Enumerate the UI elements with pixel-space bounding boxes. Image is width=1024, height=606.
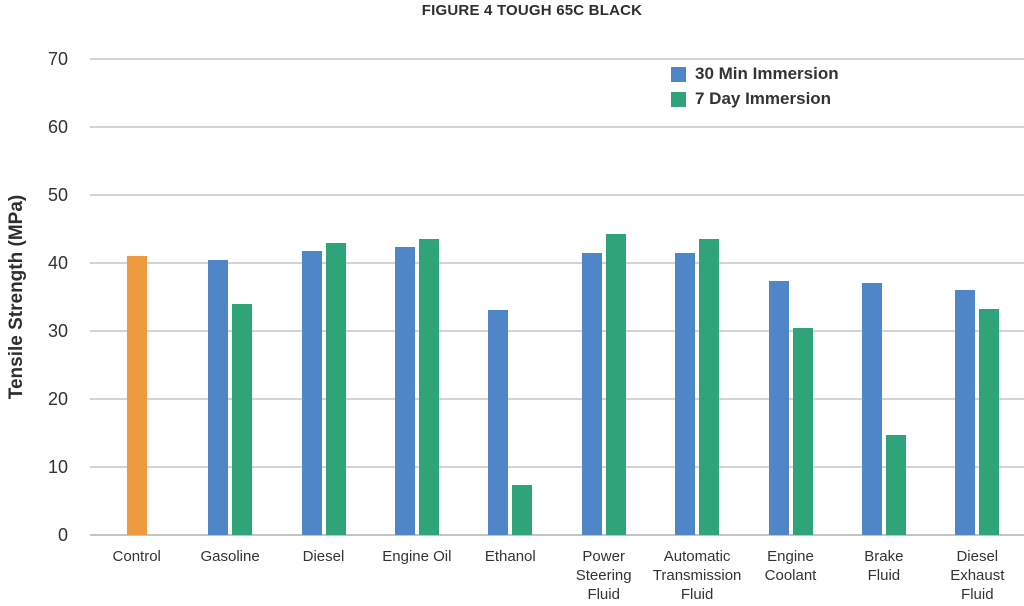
y-tick-label: 50 bbox=[47, 185, 68, 205]
legend-label: 30 Min Immersion bbox=[695, 64, 839, 83]
legend-item: 7 Day Immersion bbox=[671, 89, 839, 109]
bar bbox=[126, 256, 147, 535]
bar bbox=[885, 435, 906, 535]
bar bbox=[208, 259, 229, 535]
bar bbox=[979, 308, 1000, 535]
bar bbox=[861, 282, 882, 535]
gridline bbox=[90, 330, 1024, 332]
x-tick-label: Engine Oil bbox=[382, 548, 452, 565]
y-tick-label: 10 bbox=[47, 457, 68, 477]
gridline bbox=[90, 58, 1024, 60]
legend: 30 Min Immersion 7 Day Immersion bbox=[671, 64, 839, 109]
bar bbox=[675, 252, 696, 535]
bar bbox=[792, 327, 813, 535]
bar bbox=[605, 234, 626, 535]
x-tick-label: Gasoline bbox=[200, 548, 260, 565]
y-tick-label: 30 bbox=[47, 321, 68, 341]
x-tick-label: Engine Coolant bbox=[764, 548, 817, 584]
bar bbox=[232, 303, 253, 535]
legend-swatch bbox=[671, 66, 686, 82]
gridline bbox=[90, 534, 1024, 536]
bar bbox=[394, 247, 415, 535]
legend-label: 7 Day Immersion bbox=[695, 89, 832, 108]
bar bbox=[301, 250, 322, 535]
bar bbox=[581, 252, 602, 535]
legend-swatch bbox=[671, 91, 686, 107]
gridline bbox=[90, 126, 1024, 128]
bar bbox=[512, 485, 533, 535]
bar bbox=[325, 242, 346, 535]
y-tick-label: 40 bbox=[47, 253, 68, 273]
x-tick-label: Diesel Exhaust Fluid bbox=[950, 548, 1005, 603]
y-tick-label: 20 bbox=[47, 389, 68, 409]
bar bbox=[955, 290, 976, 535]
y-tick-label: 70 bbox=[47, 49, 68, 69]
x-tick-label: Ethanol bbox=[484, 548, 536, 565]
bar bbox=[418, 239, 439, 535]
gridline bbox=[90, 398, 1024, 400]
plot-area bbox=[90, 58, 1024, 536]
x-tick-label: Automatic Transmission Fluid bbox=[652, 548, 742, 603]
x-tick-label: Brake Fluid bbox=[864, 548, 904, 584]
chart-title: FIGURE 4 TOUGH 65C BLACK bbox=[421, 2, 643, 19]
y-tick-label: 0 bbox=[57, 525, 68, 545]
bar bbox=[699, 239, 720, 535]
bar bbox=[768, 281, 789, 535]
x-tick-label: Power Steering Fluid bbox=[575, 548, 632, 603]
gridline bbox=[90, 194, 1024, 196]
x-tick-label: Control bbox=[112, 548, 161, 565]
gridline bbox=[90, 262, 1024, 264]
x-tick-label: Diesel bbox=[302, 548, 345, 565]
legend-item: 30 Min Immersion bbox=[671, 64, 839, 84]
gridline bbox=[90, 466, 1024, 468]
y-tick-label: 60 bbox=[47, 117, 68, 137]
bar bbox=[488, 309, 509, 535]
y-axis-title: Tensile Strength (MPa) bbox=[6, 194, 27, 400]
